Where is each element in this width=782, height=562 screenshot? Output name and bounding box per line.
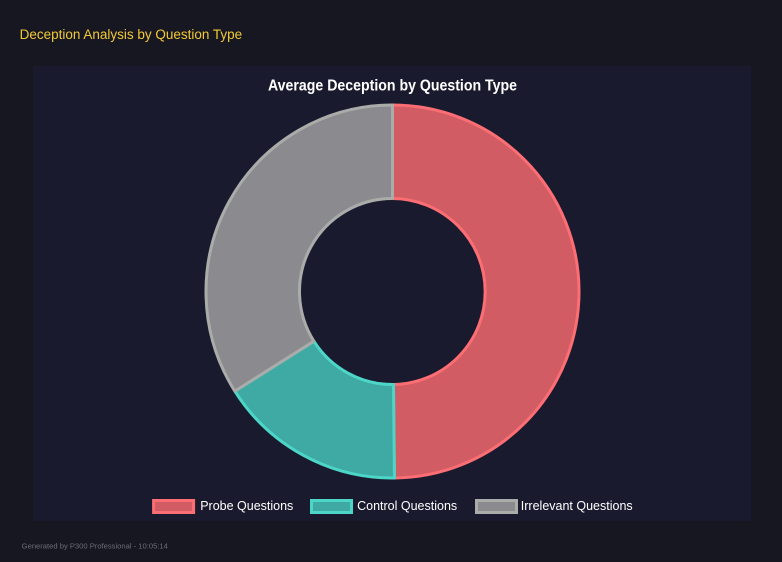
svg-text:Deception Analysis by Question: Deception Analysis by Question Type	[20, 27, 243, 42]
svg-text:Irrelevant Questions: Irrelevant Questions	[521, 499, 633, 513]
svg-text:Average Deception by Question: Average Deception by Question Type	[268, 78, 517, 95]
svg-text:Generated by P300 Professional: Generated by P300 Professional - 10:05:1…	[22, 541, 168, 550]
svg-text:Control Questions: Control Questions	[357, 499, 457, 513]
svg-text:Probe Questions: Probe Questions	[200, 499, 293, 513]
